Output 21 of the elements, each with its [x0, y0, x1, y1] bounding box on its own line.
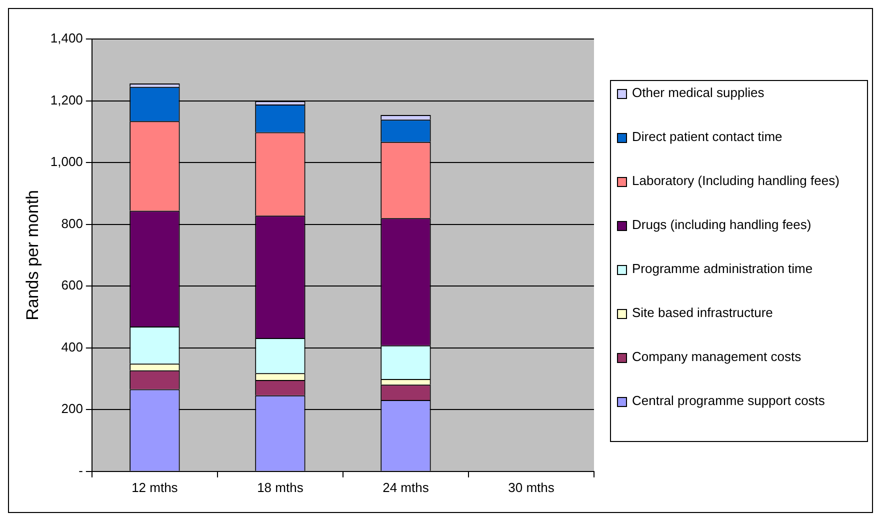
- y-tick-label: 200: [61, 401, 83, 416]
- legend-label: Site based infrastructure: [632, 304, 773, 320]
- y-tick-label: 800: [61, 216, 83, 231]
- legend-label: Laboratory (Including handling fees): [632, 172, 840, 188]
- y-tick-label: 600: [61, 278, 83, 293]
- legend-label: Central programme support costs: [632, 392, 825, 408]
- y-axis-title: Rands per month: [22, 190, 42, 320]
- y-tick-label: 1,200: [50, 92, 83, 108]
- x-tick-label: 30 mths: [508, 480, 555, 495]
- y-tick-label: 1,000: [50, 154, 83, 170]
- legend-label: Direct patient contact time: [632, 128, 782, 144]
- y-tick-label: 400: [61, 339, 83, 354]
- x-tick-label: 18 mths: [257, 480, 304, 495]
- legend-label: Drugs (including handling fees): [632, 216, 812, 232]
- x-tick-label: 24 mths: [382, 480, 430, 495]
- legend-label: Company management costs: [632, 348, 802, 364]
- y-tick-label: 1,400: [50, 30, 83, 46]
- y-tick-label: -: [78, 462, 83, 478]
- legend-label: Other medical supplies: [632, 84, 764, 100]
- legend-label: Programme administration time: [632, 260, 813, 276]
- x-tick-label: 12 mths: [132, 480, 178, 495]
